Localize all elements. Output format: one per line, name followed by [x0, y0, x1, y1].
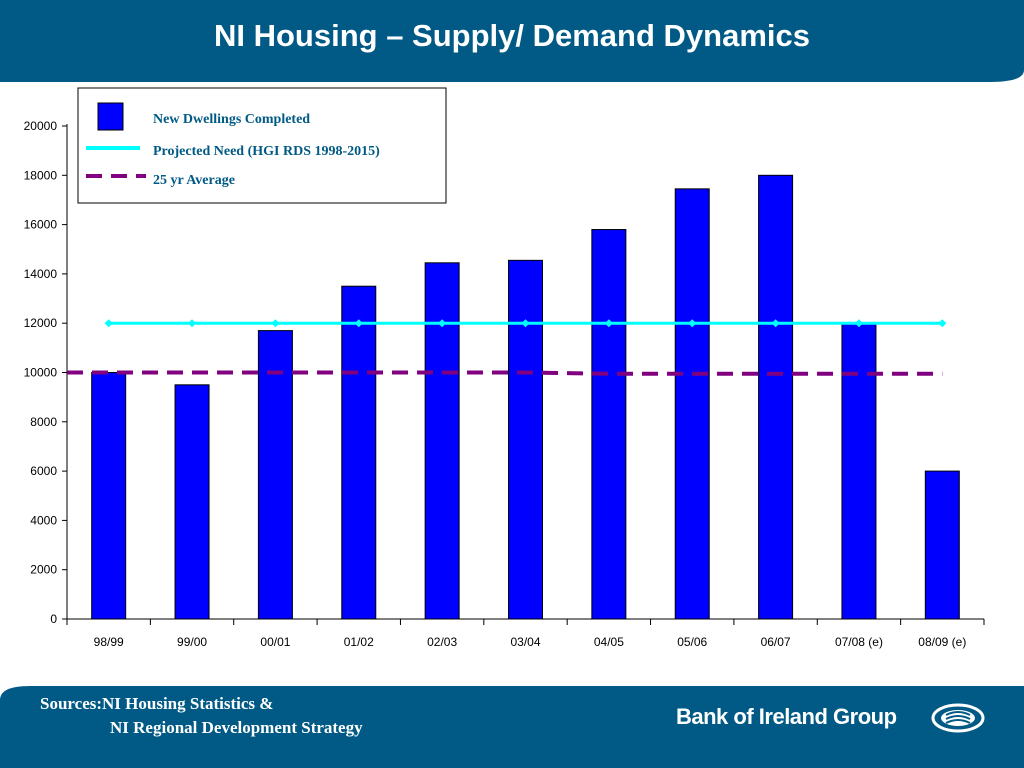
line-25yr-average: [67, 370, 943, 376]
x-tick-label: 05/06: [677, 635, 707, 649]
x-tick-label: 07/08 (e): [835, 635, 883, 649]
y-tick-label: 2000: [30, 563, 57, 577]
marker-projected-need: [938, 319, 947, 328]
legend-label: Projected Need (HGI RDS 1998-2015): [153, 144, 380, 159]
marker-projected-need: [854, 319, 863, 328]
x-tick-label: 03/04: [510, 635, 540, 649]
marker-projected-need: [438, 319, 447, 328]
bar-new-dwellings: [758, 174, 794, 620]
bar-new-dwellings: [424, 262, 460, 620]
bank-logo-icon: [931, 703, 985, 733]
x-tick-label: 99/00: [177, 635, 207, 649]
y-tick-label: 16000: [24, 218, 58, 232]
bar-new-dwellings: [591, 229, 627, 620]
x-tick-label: 01/02: [344, 635, 374, 649]
y-tick-label: 14000: [24, 267, 58, 281]
x-tick-label: 02/03: [427, 635, 457, 649]
y-tick-label: 20000: [24, 119, 58, 133]
y-tick-label: 6000: [30, 464, 57, 478]
slide-title: NI Housing – Supply/ Demand Dynamics: [213, 18, 810, 53]
bar-new-dwellings: [174, 384, 210, 620]
bar-new-dwellings: [91, 372, 127, 620]
x-tick-label: 04/05: [594, 635, 624, 649]
y-tick-label: 12000: [24, 316, 58, 330]
legend-label: 25 yr Average: [153, 173, 235, 188]
marker-projected-need: [354, 319, 363, 328]
y-tick-label: 10000: [24, 366, 58, 380]
sources-line-2: NI Regional Development Strategy: [110, 718, 363, 737]
marker-projected-need: [771, 319, 780, 328]
bar-new-dwellings: [341, 285, 377, 620]
x-tick-label: 00/01: [260, 635, 290, 649]
x-tick-label: 08/09 (e): [918, 635, 966, 649]
x-tick-label: 98/99: [94, 635, 124, 649]
marker-projected-need: [271, 319, 280, 328]
brand-name: Bank of Ireland Group: [676, 704, 897, 729]
marker-projected-need: [188, 319, 197, 328]
marker-projected-need: [604, 319, 613, 328]
marker-projected-need: [521, 319, 530, 328]
bar-new-dwellings: [674, 188, 710, 620]
bar-new-dwellings: [508, 259, 543, 620]
marker-projected-need: [688, 319, 697, 328]
x-tick-label: 06/07: [761, 635, 791, 649]
bar-new-dwellings: [257, 330, 293, 620]
y-tick-label: 4000: [30, 513, 57, 527]
y-tick-label: 0: [50, 612, 57, 626]
bar-new-dwellings: [924, 470, 960, 620]
legend-box: [77, 87, 447, 204]
marker-projected-need: [104, 319, 113, 328]
y-tick-label: 18000: [24, 168, 58, 182]
legend-label: New Dwellings Completed: [153, 112, 310, 127]
sources-note: Sources:NI Housing Statistics & NI Regio…: [40, 692, 363, 740]
sources-line-1: Sources:NI Housing Statistics &: [40, 694, 274, 713]
y-tick-label: 8000: [30, 415, 57, 429]
legend-swatch-bar: [97, 102, 124, 131]
bar-new-dwellings: [841, 322, 877, 620]
